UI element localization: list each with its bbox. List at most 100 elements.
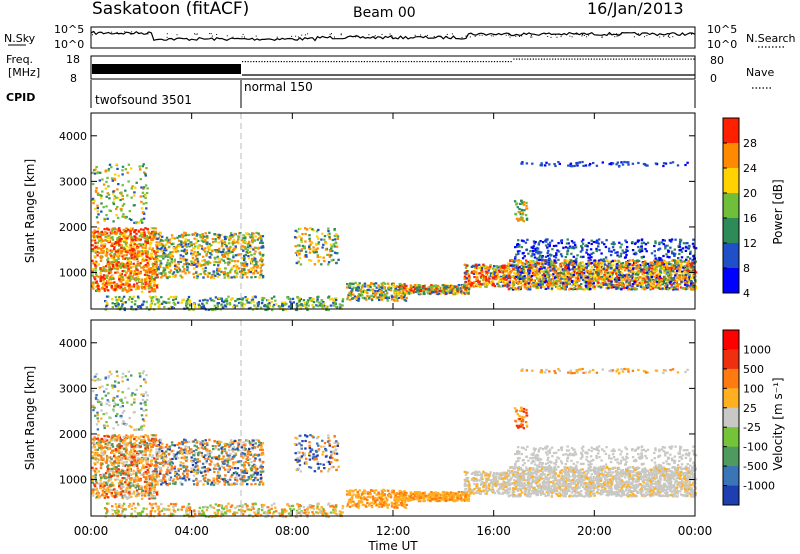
range-cell: [317, 228, 320, 231]
range-cell: [121, 184, 124, 187]
range-cell: [593, 285, 596, 288]
range-cell: [675, 261, 678, 264]
range-cell: [565, 285, 568, 288]
range-cell: [503, 264, 506, 267]
range-cell: [600, 283, 603, 286]
range-cell: [539, 258, 542, 261]
range-cell: [148, 268, 151, 271]
range-cell: [232, 234, 235, 237]
range-cell: [227, 242, 231, 245]
range-cell: [374, 294, 377, 297]
range-cell: [525, 272, 528, 275]
range-cell: [95, 285, 98, 289]
range-cell: [392, 284, 395, 287]
range-cell: [177, 266, 180, 269]
range-cell: [137, 287, 140, 290]
range-cell: [575, 281, 578, 284]
range-cell: [628, 264, 631, 268]
range-cell: [570, 274, 574, 277]
range-cell: [460, 286, 464, 289]
range-cell: [183, 270, 186, 273]
range-cell: [493, 265, 496, 268]
range-cell: [685, 264, 688, 267]
range-cell: [101, 276, 104, 279]
range-cell: [614, 251, 617, 254]
range-cell: [516, 281, 520, 284]
range-cell: [101, 282, 105, 285]
range-cell: [671, 278, 675, 281]
nave-point: [336, 61, 338, 63]
range-cell: [579, 255, 583, 258]
range-cell: [252, 248, 255, 251]
range-cell: [462, 286, 466, 289]
range-cell: [579, 269, 583, 272]
nave-point: [579, 58, 581, 60]
range-cell: [171, 255, 175, 258]
range-cell: [248, 250, 252, 254]
range-cell: [604, 270, 607, 273]
range-cell: [144, 227, 147, 230]
range-cell: [127, 276, 130, 279]
range-cell: [145, 258, 148, 261]
range-cell: [95, 280, 98, 283]
range-cell: [655, 281, 659, 284]
range-cell: [94, 273, 98, 276]
nave-point: [496, 61, 498, 63]
range-cell: [141, 211, 145, 214]
nave-point: [687, 58, 689, 60]
range-cell: [165, 243, 168, 246]
range-cell: [184, 272, 187, 275]
nave-point: [521, 58, 523, 60]
range-cell: [403, 294, 406, 297]
range-cell: [118, 239, 122, 242]
range-cell: [107, 257, 110, 260]
range-cell: [656, 259, 659, 262]
range-cell: [205, 253, 208, 256]
range-cell: [382, 291, 385, 294]
range-cell: [541, 265, 545, 268]
range-cell: [513, 272, 516, 275]
range-cell: [558, 278, 562, 281]
nave-point: [618, 58, 620, 60]
range-cell: [441, 291, 444, 294]
range-cell: [486, 266, 490, 269]
range-cell: [584, 269, 587, 272]
range-cell: [379, 296, 382, 299]
range-cell: [666, 280, 669, 283]
range-cell: [492, 283, 495, 286]
range-cell: [369, 286, 372, 289]
range-cell: [111, 260, 114, 264]
range-cell: [655, 276, 658, 279]
range-cell: [384, 289, 388, 292]
nsearch-point: [547, 36, 549, 37]
range-cell: [661, 264, 665, 267]
range-cell: [563, 285, 567, 289]
range-cell: [601, 261, 604, 264]
range-cell: [184, 234, 187, 237]
range-cell: [193, 247, 196, 250]
range-cell: [173, 237, 176, 240]
range-cell: [298, 257, 302, 260]
range-cell: [631, 277, 634, 280]
nsearch-point: [572, 33, 574, 34]
range-cell: [533, 272, 536, 275]
range-cell: [149, 255, 153, 258]
range-cell: [158, 254, 161, 258]
range-cell: [154, 231, 158, 234]
nsearch-point: [354, 36, 356, 38]
range-cell: [110, 284, 113, 288]
range-cell: [140, 254, 143, 257]
range-cell: [153, 281, 156, 284]
range-cell: [146, 237, 149, 240]
nave-point: [255, 61, 257, 63]
range-cell: [654, 259, 658, 262]
range-cell: [106, 258, 109, 261]
range-cell: [346, 298, 349, 301]
range-cell: [631, 286, 635, 289]
range-cell: [600, 264, 603, 267]
nave-trace: [242, 58, 695, 76]
range-cell: [100, 257, 103, 260]
nave-point: [319, 61, 321, 63]
range-cell: [217, 241, 220, 244]
